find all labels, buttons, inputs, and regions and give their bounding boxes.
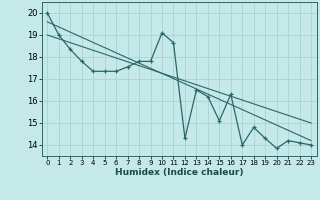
X-axis label: Humidex (Indice chaleur): Humidex (Indice chaleur) [115,168,244,177]
